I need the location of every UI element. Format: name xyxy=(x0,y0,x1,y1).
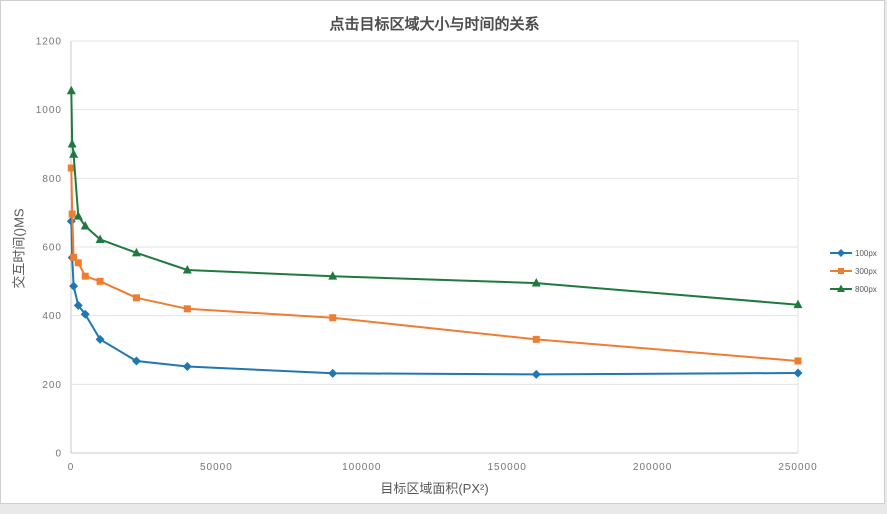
data-point-triangle xyxy=(182,265,192,274)
y-tick-label: 200 xyxy=(42,380,62,391)
y-axis-label: 交互时间()MS xyxy=(11,208,27,289)
x-axis-label: 目标区域面积(PX²) xyxy=(380,481,489,496)
legend-marker-square-icon xyxy=(830,268,852,274)
x-tick-label: 250000 xyxy=(778,462,817,473)
data-point-diamond xyxy=(66,216,76,226)
data-point-diamond xyxy=(73,300,83,310)
data-point-triangle xyxy=(328,271,338,280)
legend: 100px 300px 800px xyxy=(829,244,885,298)
chart-title: 点击目标区域大小与时间的关系 xyxy=(329,16,540,33)
series-line-800px xyxy=(70,90,799,306)
data-point-square xyxy=(532,335,540,343)
x-tick-label: 0 xyxy=(68,462,75,473)
data-point-square xyxy=(67,164,75,172)
data-point-triangle xyxy=(95,234,105,243)
data-point-diamond xyxy=(80,309,90,319)
data-point-triangle xyxy=(793,299,803,309)
legend-marker-triangle-icon xyxy=(830,284,852,292)
series-line-300px xyxy=(70,167,799,362)
data-point-diamond xyxy=(531,369,541,379)
x-tick-label: 200000 xyxy=(633,462,672,473)
data-point-square xyxy=(74,259,82,267)
data-point-diamond xyxy=(837,249,845,257)
data-point-triangle xyxy=(73,211,83,220)
data-point-diamond xyxy=(182,361,192,371)
data-point-square xyxy=(329,314,337,322)
data-point-triangle xyxy=(80,221,90,230)
data-point-triangle xyxy=(837,284,845,292)
data-point-square xyxy=(70,253,78,261)
chart-card: 点击目标区域大小与时间的关系 0 200 400 600 800 1000 1200 0 500… xyxy=(0,0,885,504)
legend-label: 800px xyxy=(855,284,877,294)
data-point-square xyxy=(68,210,76,218)
y-tick-label: 800 xyxy=(42,174,62,185)
data-point-triangle xyxy=(131,247,141,257)
data-point-square xyxy=(838,268,844,274)
data-point-diamond xyxy=(793,368,803,378)
legend-item-100px[interactable]: 100px xyxy=(829,244,885,262)
x-tick-label: 100000 xyxy=(342,462,381,473)
data-point-square xyxy=(81,272,89,280)
data-point-square xyxy=(183,305,191,313)
legend-label: 100px xyxy=(855,248,877,258)
data-point-triangle xyxy=(531,278,541,287)
data-point-diamond xyxy=(69,281,79,291)
data-point-triangle xyxy=(66,85,76,95)
data-point-triangle xyxy=(69,149,79,158)
y-tick-label: 0 xyxy=(55,449,62,460)
legend-item-800px[interactable]: 800px xyxy=(829,280,885,298)
data-point-square xyxy=(794,357,802,365)
data-point-square xyxy=(132,294,140,302)
data-point-diamond xyxy=(328,368,338,378)
y-tick-label: 1000 xyxy=(36,105,62,116)
data-point-square xyxy=(96,277,104,285)
y-tick-label: 400 xyxy=(42,311,62,322)
legend-item-300px[interactable]: 300px xyxy=(829,262,885,280)
data-point-triangle xyxy=(67,139,77,148)
legend-label: 300px xyxy=(855,266,877,276)
y-tick-label: 1200 xyxy=(36,37,62,48)
x-tick-label: 50000 xyxy=(200,462,233,473)
chart-canvas: 0 200 400 600 800 1000 1200 0 50000 100000 150000 2… xyxy=(36,37,817,474)
x-tick-label: 150000 xyxy=(488,462,527,473)
data-point-diamond xyxy=(95,334,105,344)
data-point-diamond xyxy=(131,356,141,366)
legend-marker-diamond-icon xyxy=(830,249,852,257)
y-tick-label: 600 xyxy=(42,243,62,254)
